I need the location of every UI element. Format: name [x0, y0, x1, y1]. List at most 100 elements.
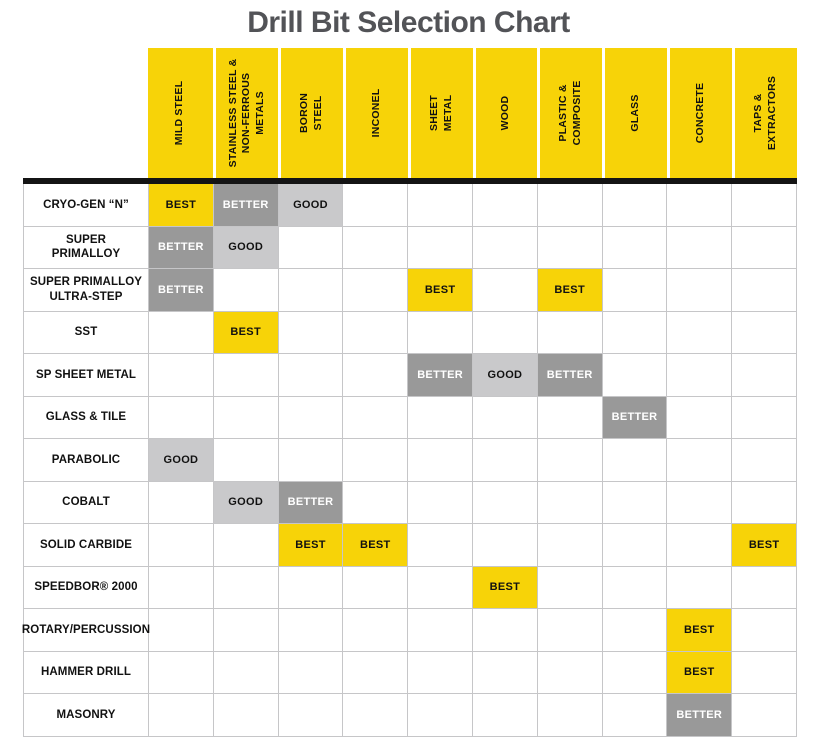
empty-cell: [343, 481, 409, 524]
empty-cell: [343, 651, 409, 694]
column-header-label: WOOD: [499, 95, 512, 131]
empty-cell: [213, 439, 279, 482]
rating-cell-better: BETTER: [602, 396, 668, 439]
column-header-label: PLASTIC & COMPOSITE: [557, 80, 584, 146]
empty-cell: [149, 396, 214, 439]
empty-cell: [667, 524, 733, 567]
empty-cell: [537, 694, 603, 737]
empty-cell: [473, 439, 538, 482]
row-label-masonry: MASONRY: [24, 694, 149, 737]
empty-cell: [602, 524, 668, 567]
empty-cell: [732, 311, 797, 354]
row-label-parabolic: PARABOLIC: [24, 439, 149, 482]
empty-cell: [667, 226, 733, 269]
empty-cell: [213, 396, 279, 439]
empty-cell: [278, 694, 344, 737]
rating-cell-best: BEST: [473, 566, 538, 609]
empty-cell: [343, 566, 409, 609]
column-header-boron-steel: BORON STEEL: [277, 48, 343, 178]
column-header-label: BORON STEEL: [298, 92, 324, 134]
row-label-solid-carbide: SOLID CARBIDE: [24, 524, 149, 567]
empty-cell: [408, 609, 473, 652]
empty-cell: [278, 269, 344, 312]
empty-cell: [343, 354, 409, 397]
chart-grid: CRYO-GEN “N” BEST BETTER GOOD SUPER PRIMALLO…: [22, 184, 797, 737]
empty-cell: [408, 439, 473, 482]
column-header-label: MILD STEEL: [173, 80, 186, 146]
row-label-glass-tile: GLASS & TILE: [24, 396, 149, 439]
empty-cell: [408, 481, 473, 524]
empty-cell: [602, 566, 668, 609]
empty-cell: [732, 651, 797, 694]
column-header-label: TAPS & EXTRACTORS: [752, 75, 779, 151]
column-header-label: GLASS: [629, 94, 642, 132]
empty-cell: [732, 269, 797, 312]
empty-cell: [602, 609, 668, 652]
header-corner-cell: [23, 48, 148, 178]
rating-cell-best: BEST: [408, 269, 473, 312]
column-header-label: INCONEL: [369, 88, 382, 138]
empty-cell: [667, 184, 733, 227]
empty-cell: [473, 311, 538, 354]
empty-cell: [149, 354, 214, 397]
empty-cell: [473, 524, 538, 567]
empty-cell: [667, 269, 733, 312]
empty-cell: [602, 184, 668, 227]
rating-cell-good: GOOD: [213, 226, 279, 269]
empty-cell: [537, 311, 603, 354]
empty-cell: [732, 609, 797, 652]
empty-cell: [537, 609, 603, 652]
column-header-label: SHEET METAL: [427, 94, 454, 132]
rating-cell-better: BETTER: [149, 269, 214, 312]
rating-cell-good: GOOD: [473, 354, 538, 397]
empty-cell: [667, 354, 733, 397]
rating-cell-better: BETTER: [537, 354, 603, 397]
column-header-row: MILD STEEL STAINLESS STEEL & NON-FERROUS …: [23, 48, 797, 178]
empty-cell: [602, 439, 668, 482]
column-header-wood: WOOD: [472, 48, 538, 178]
empty-cell: [473, 184, 538, 227]
empty-cell: [343, 226, 409, 269]
empty-cell: [732, 481, 797, 524]
empty-cell: [343, 269, 409, 312]
empty-cell: [537, 439, 603, 482]
rating-cell-best: BEST: [667, 651, 733, 694]
empty-cell: [149, 481, 214, 524]
empty-cell: [213, 694, 279, 737]
empty-cell: [213, 566, 279, 609]
empty-cell: [149, 651, 214, 694]
empty-cell: [473, 226, 538, 269]
empty-cell: [149, 566, 214, 609]
empty-cell: [408, 184, 473, 227]
row-label-speedbor-2000: SPEEDBOR® 2000: [24, 566, 149, 609]
empty-cell: [408, 226, 473, 269]
empty-cell: [602, 226, 668, 269]
empty-cell: [473, 396, 538, 439]
column-header-label: CONCRETE: [694, 82, 707, 144]
rating-cell-better: BETTER: [213, 184, 279, 227]
empty-cell: [473, 269, 538, 312]
empty-cell: [732, 439, 797, 482]
empty-cell: [213, 524, 279, 567]
empty-cell: [602, 269, 668, 312]
empty-cell: [408, 651, 473, 694]
empty-cell: [732, 226, 797, 269]
row-label-sst: SST: [24, 311, 149, 354]
empty-cell: [732, 694, 797, 737]
rating-cell-best: BEST: [149, 184, 214, 227]
header-divider: [23, 178, 797, 184]
empty-cell: [149, 694, 214, 737]
empty-cell: [408, 566, 473, 609]
empty-cell: [213, 354, 279, 397]
empty-cell: [278, 609, 344, 652]
column-header-sheet-metal: SHEET METAL: [407, 48, 473, 178]
rating-cell-best: BEST: [667, 609, 733, 652]
empty-cell: [667, 396, 733, 439]
empty-cell: [278, 396, 344, 439]
empty-cell: [602, 651, 668, 694]
selection-chart: MILD STEEL STAINLESS STEEL & NON-FERROUS …: [22, 48, 797, 737]
empty-cell: [537, 524, 603, 567]
rating-cell-best: BEST: [213, 311, 279, 354]
empty-cell: [667, 566, 733, 609]
rating-cell-better: BETTER: [149, 226, 214, 269]
